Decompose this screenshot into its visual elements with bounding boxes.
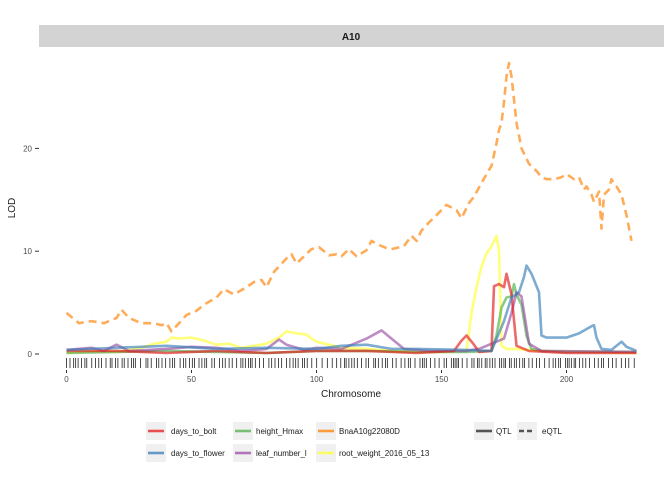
legend-label-BnaA10g22080D: BnaA10g22080D (339, 427, 400, 436)
legend-label-days_to_flower: days_to_flower (171, 449, 225, 458)
y-axis: 0 10 20 (23, 144, 39, 359)
series-line-root_weight_2016_05_13 (66, 234, 637, 355)
legend-label-days_to_bolt: days_to_bolt (171, 427, 217, 436)
linetype-label-eQTL: eQTL (542, 427, 563, 436)
y-tick-label: 0 (28, 350, 33, 359)
facet-strip-label: A10 (342, 32, 361, 43)
x-tick-label: 150 (435, 375, 449, 384)
linetype-label-QTL: QTL (496, 427, 512, 436)
y-tick-label: 10 (23, 247, 32, 256)
x-axis-title: Chromosome (321, 389, 381, 400)
x-tick-label: 50 (187, 375, 196, 384)
x-tick-label: 100 (310, 375, 324, 384)
x-tick-label: 0 (64, 375, 69, 384)
legend-label-height_Hmax: height_Hmax (256, 427, 303, 436)
x-axis: 0 50 100 150 200 (64, 370, 574, 384)
series-line-days_to_bolt (66, 272, 637, 355)
legend-label-leaf_number_l: leaf_number_l (256, 449, 307, 458)
marker-rug (66, 358, 635, 368)
series-layer (65, 61, 637, 355)
facet-strip (39, 25, 664, 47)
x-tick-label: 200 (560, 375, 574, 384)
legend-label-root_weight_2016_05_13: root_weight_2016_05_13 (339, 449, 430, 458)
series-line-BnaA10g22080D (65, 61, 633, 333)
legend: days_to_bolt days_to_flower height_Hmaxlea… (146, 422, 563, 462)
y-axis-title: LOD (7, 198, 18, 219)
y-tick-label: 20 (23, 144, 32, 153)
series-line-days_to_flower (66, 264, 637, 353)
